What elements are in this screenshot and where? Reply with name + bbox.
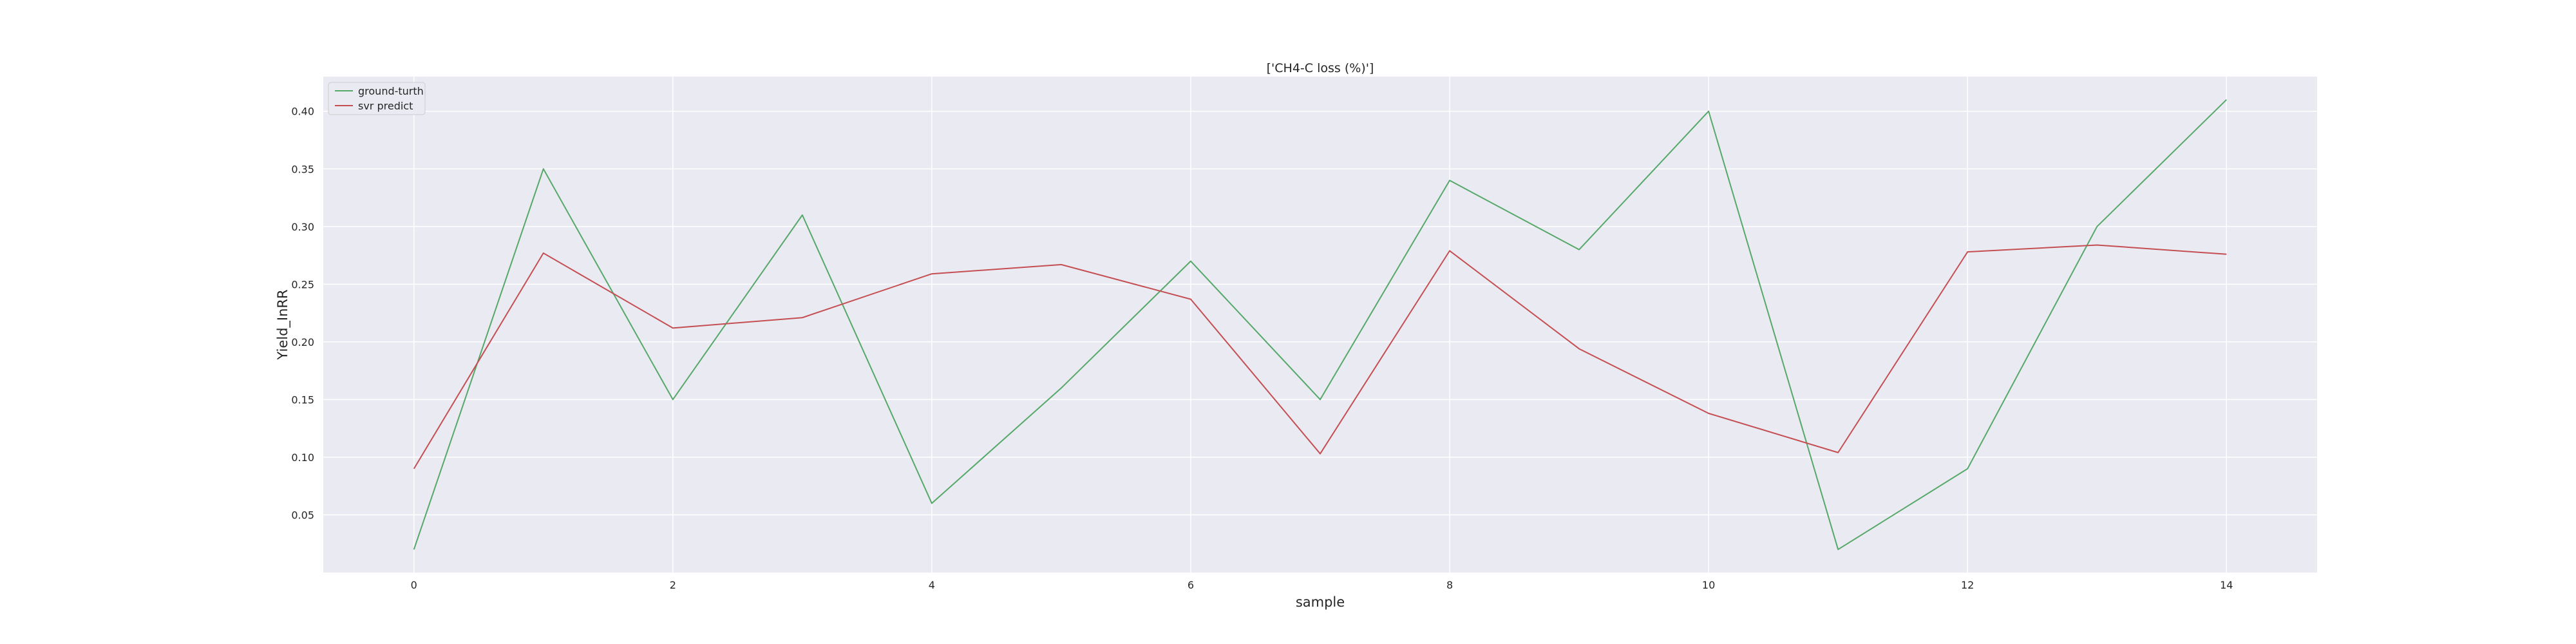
y-tick-label: 0.10 <box>291 451 314 464</box>
legend-label-svr-predict: svr predict <box>358 100 413 112</box>
series-line-svr-predict <box>413 244 2227 469</box>
x-tick-label: 8 <box>1446 579 1453 591</box>
x-tick-label: 0 <box>411 579 417 591</box>
plot-area <box>323 77 2317 573</box>
series-layer <box>413 99 2227 551</box>
y-tick-label: 0.20 <box>291 336 314 348</box>
y-tick-label: 0.15 <box>291 393 314 406</box>
y-tick-label: 0.35 <box>291 163 314 175</box>
y-axis-label: Yield_InRR <box>275 289 291 360</box>
x-tick-label: 6 <box>1188 579 1194 591</box>
y-tick-label: 0.05 <box>291 509 314 521</box>
x-tick-label: 14 <box>2220 579 2233 591</box>
x-axis-label: sample <box>1296 594 1345 610</box>
x-tick-label: 10 <box>1702 579 1715 591</box>
chart-title: ['CH4-C loss (%)'] <box>1267 61 1374 75</box>
x-tick-label: 4 <box>929 579 935 591</box>
y-tick-label: 0.25 <box>291 278 314 290</box>
y-tick-labels: 0.05 0.10 0.15 0.20 0.25 0.30 0.35 0.40 <box>291 106 314 522</box>
legend: ground-turth svr predict <box>328 82 426 115</box>
grid <box>323 77 2317 573</box>
series-line-ground-turth <box>413 99 2227 551</box>
y-tick-label: 0.30 <box>291 221 314 233</box>
legend-label-ground-turth: ground-turth <box>358 85 424 97</box>
x-tick-label: 2 <box>670 579 676 591</box>
x-tick-label: 12 <box>1961 579 1974 591</box>
x-tick-labels: 0 2 4 6 8 10 12 14 <box>411 579 2233 591</box>
y-tick-label: 0.40 <box>291 106 314 118</box>
